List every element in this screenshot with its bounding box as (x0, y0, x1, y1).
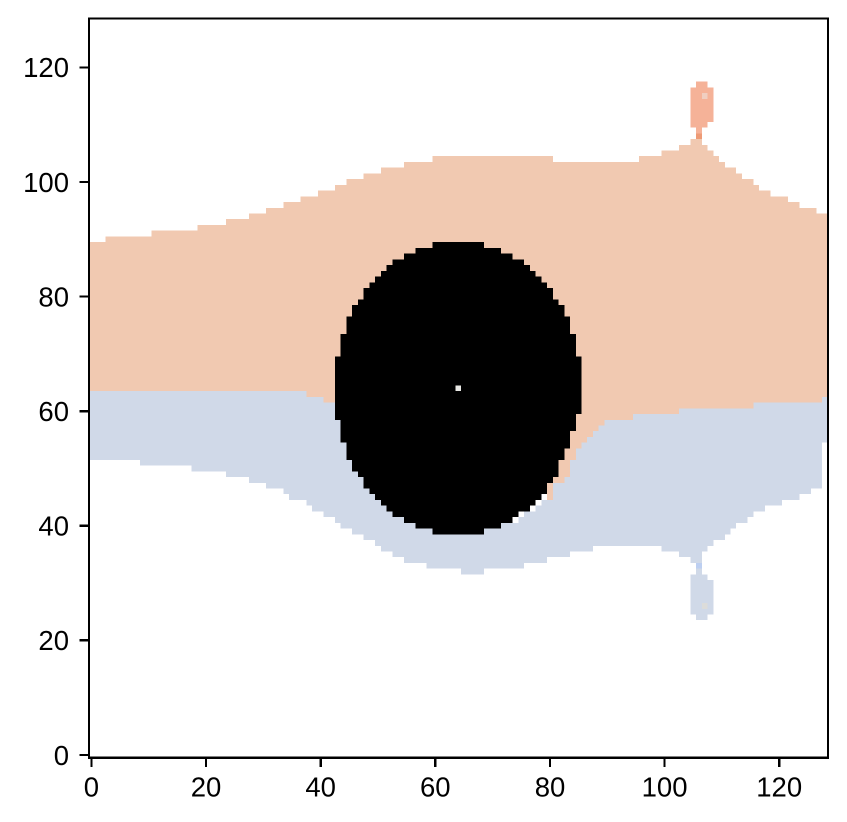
svg-text:60: 60 (38, 396, 69, 427)
svg-text:60: 60 (420, 772, 451, 803)
svg-text:0: 0 (54, 740, 69, 771)
svg-text:120: 120 (23, 52, 69, 83)
svg-text:100: 100 (23, 167, 69, 198)
svg-text:40: 40 (38, 511, 69, 542)
svg-text:100: 100 (642, 772, 688, 803)
svg-text:20: 20 (38, 625, 69, 656)
svg-text:120: 120 (756, 772, 802, 803)
svg-text:20: 20 (191, 772, 222, 803)
svg-text:80: 80 (38, 282, 69, 313)
svg-text:80: 80 (535, 772, 566, 803)
svg-text:40: 40 (305, 772, 336, 803)
svg-text:0: 0 (84, 772, 99, 803)
